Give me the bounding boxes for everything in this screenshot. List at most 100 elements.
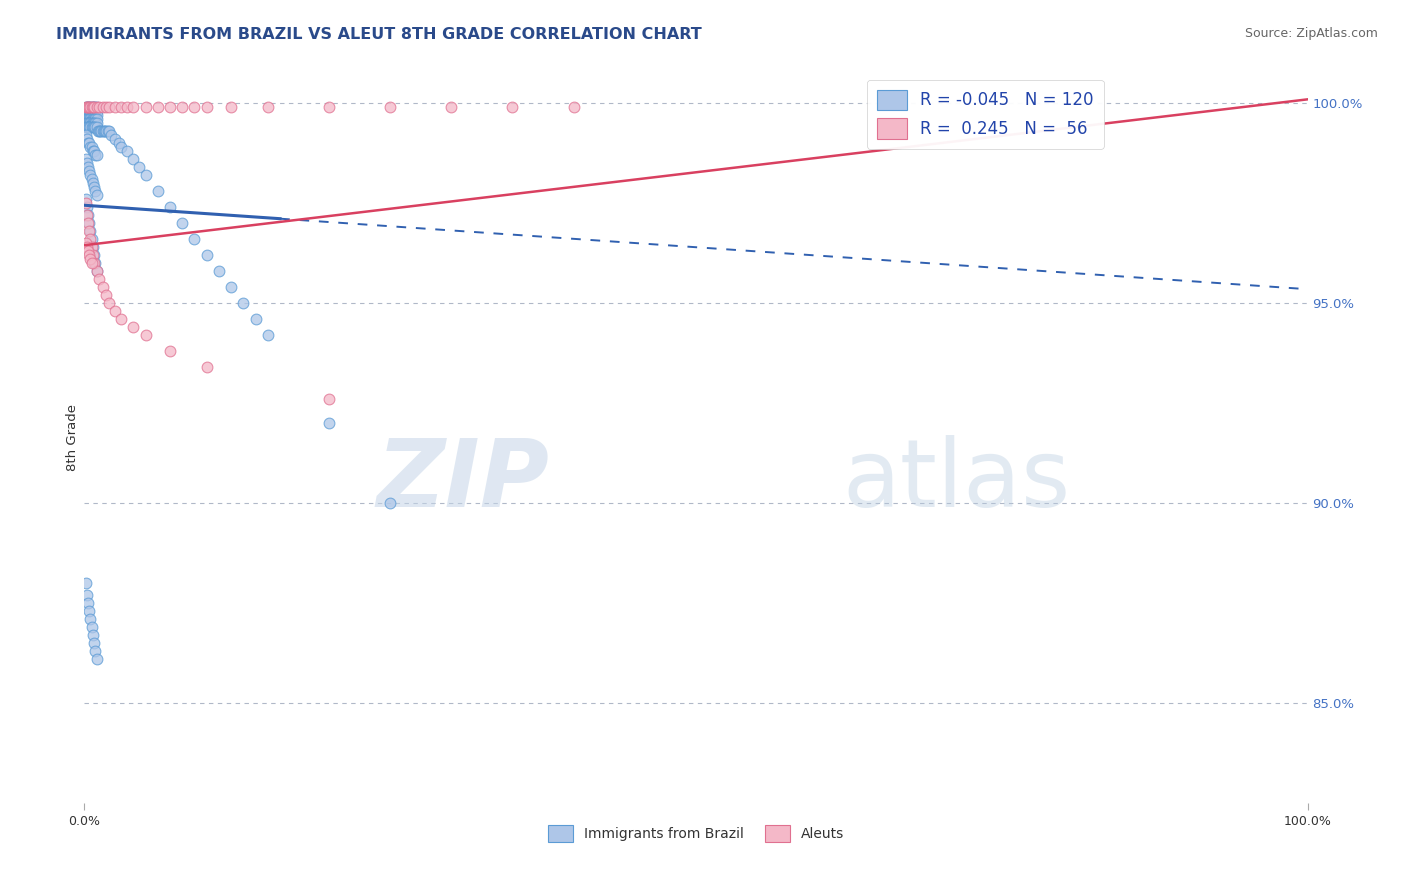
Point xyxy=(83,248,105,262)
Point xyxy=(135,328,157,343)
Point xyxy=(75,116,97,130)
Point xyxy=(86,188,108,202)
Point xyxy=(75,236,97,251)
Point xyxy=(84,644,107,658)
Point xyxy=(76,104,98,119)
Y-axis label: 8th Grade: 8th Grade xyxy=(66,403,79,471)
Point xyxy=(84,112,107,127)
Point xyxy=(86,100,108,114)
Point xyxy=(97,100,120,114)
Point xyxy=(86,104,108,119)
Point xyxy=(76,132,98,146)
Point xyxy=(75,153,97,167)
Point xyxy=(82,116,104,130)
Point xyxy=(80,172,103,186)
Point xyxy=(80,120,103,135)
Point xyxy=(87,124,110,138)
Point xyxy=(104,100,127,114)
Point xyxy=(110,312,132,326)
Point xyxy=(257,328,280,343)
Point xyxy=(80,620,103,634)
Point xyxy=(79,169,101,183)
Point xyxy=(75,100,97,114)
Point xyxy=(82,145,104,159)
Point xyxy=(80,108,103,122)
Point xyxy=(79,232,101,246)
Point xyxy=(82,108,104,122)
Point xyxy=(83,145,105,159)
Point xyxy=(89,124,111,138)
Point xyxy=(219,100,242,114)
Point xyxy=(77,112,100,127)
Point xyxy=(128,161,150,175)
Point xyxy=(80,100,103,114)
Point xyxy=(87,272,110,286)
Point xyxy=(115,100,138,114)
Point xyxy=(79,224,101,238)
Point xyxy=(75,104,97,119)
Point xyxy=(107,136,129,151)
Point xyxy=(94,124,117,138)
Point xyxy=(76,100,98,114)
Point xyxy=(159,344,181,359)
Point xyxy=(208,264,231,278)
Text: atlas: atlas xyxy=(842,435,1071,527)
Point xyxy=(77,120,100,135)
Point xyxy=(82,176,104,190)
Point xyxy=(84,104,107,119)
Point xyxy=(77,136,100,151)
Point xyxy=(77,248,100,262)
Point xyxy=(86,112,108,127)
Point xyxy=(80,112,103,127)
Point xyxy=(195,100,218,114)
Point xyxy=(380,496,402,510)
Point xyxy=(77,244,100,259)
Point xyxy=(77,224,100,238)
Point xyxy=(80,116,103,130)
Point xyxy=(97,124,120,138)
Point xyxy=(82,120,104,135)
Point xyxy=(76,200,98,214)
Point xyxy=(318,392,340,406)
Point xyxy=(86,120,108,135)
Point xyxy=(80,100,103,114)
Point xyxy=(84,148,107,162)
Point xyxy=(76,120,98,135)
Point xyxy=(82,100,104,114)
Point xyxy=(104,132,127,146)
Point xyxy=(232,296,254,310)
Point xyxy=(77,104,100,119)
Point xyxy=(183,100,205,114)
Point xyxy=(183,232,205,246)
Point xyxy=(84,108,107,122)
Point xyxy=(77,161,100,175)
Point xyxy=(79,140,101,154)
Point xyxy=(76,112,98,127)
Point xyxy=(79,252,101,267)
Point xyxy=(83,100,105,114)
Point xyxy=(75,100,97,114)
Point xyxy=(79,116,101,130)
Point xyxy=(86,652,108,666)
Point xyxy=(82,628,104,642)
Point xyxy=(86,116,108,130)
Point xyxy=(79,100,101,114)
Point xyxy=(86,100,108,114)
Point xyxy=(93,124,115,138)
Point xyxy=(91,280,114,294)
Point xyxy=(122,320,145,334)
Point xyxy=(91,100,114,114)
Point xyxy=(76,588,98,602)
Point xyxy=(77,100,100,114)
Point xyxy=(77,136,100,151)
Point xyxy=(318,416,340,430)
Point xyxy=(77,116,100,130)
Point xyxy=(245,312,267,326)
Point xyxy=(76,100,98,114)
Point xyxy=(80,140,103,154)
Point xyxy=(82,240,104,254)
Point xyxy=(80,240,103,254)
Point xyxy=(82,104,104,119)
Point xyxy=(172,216,194,230)
Point xyxy=(135,169,157,183)
